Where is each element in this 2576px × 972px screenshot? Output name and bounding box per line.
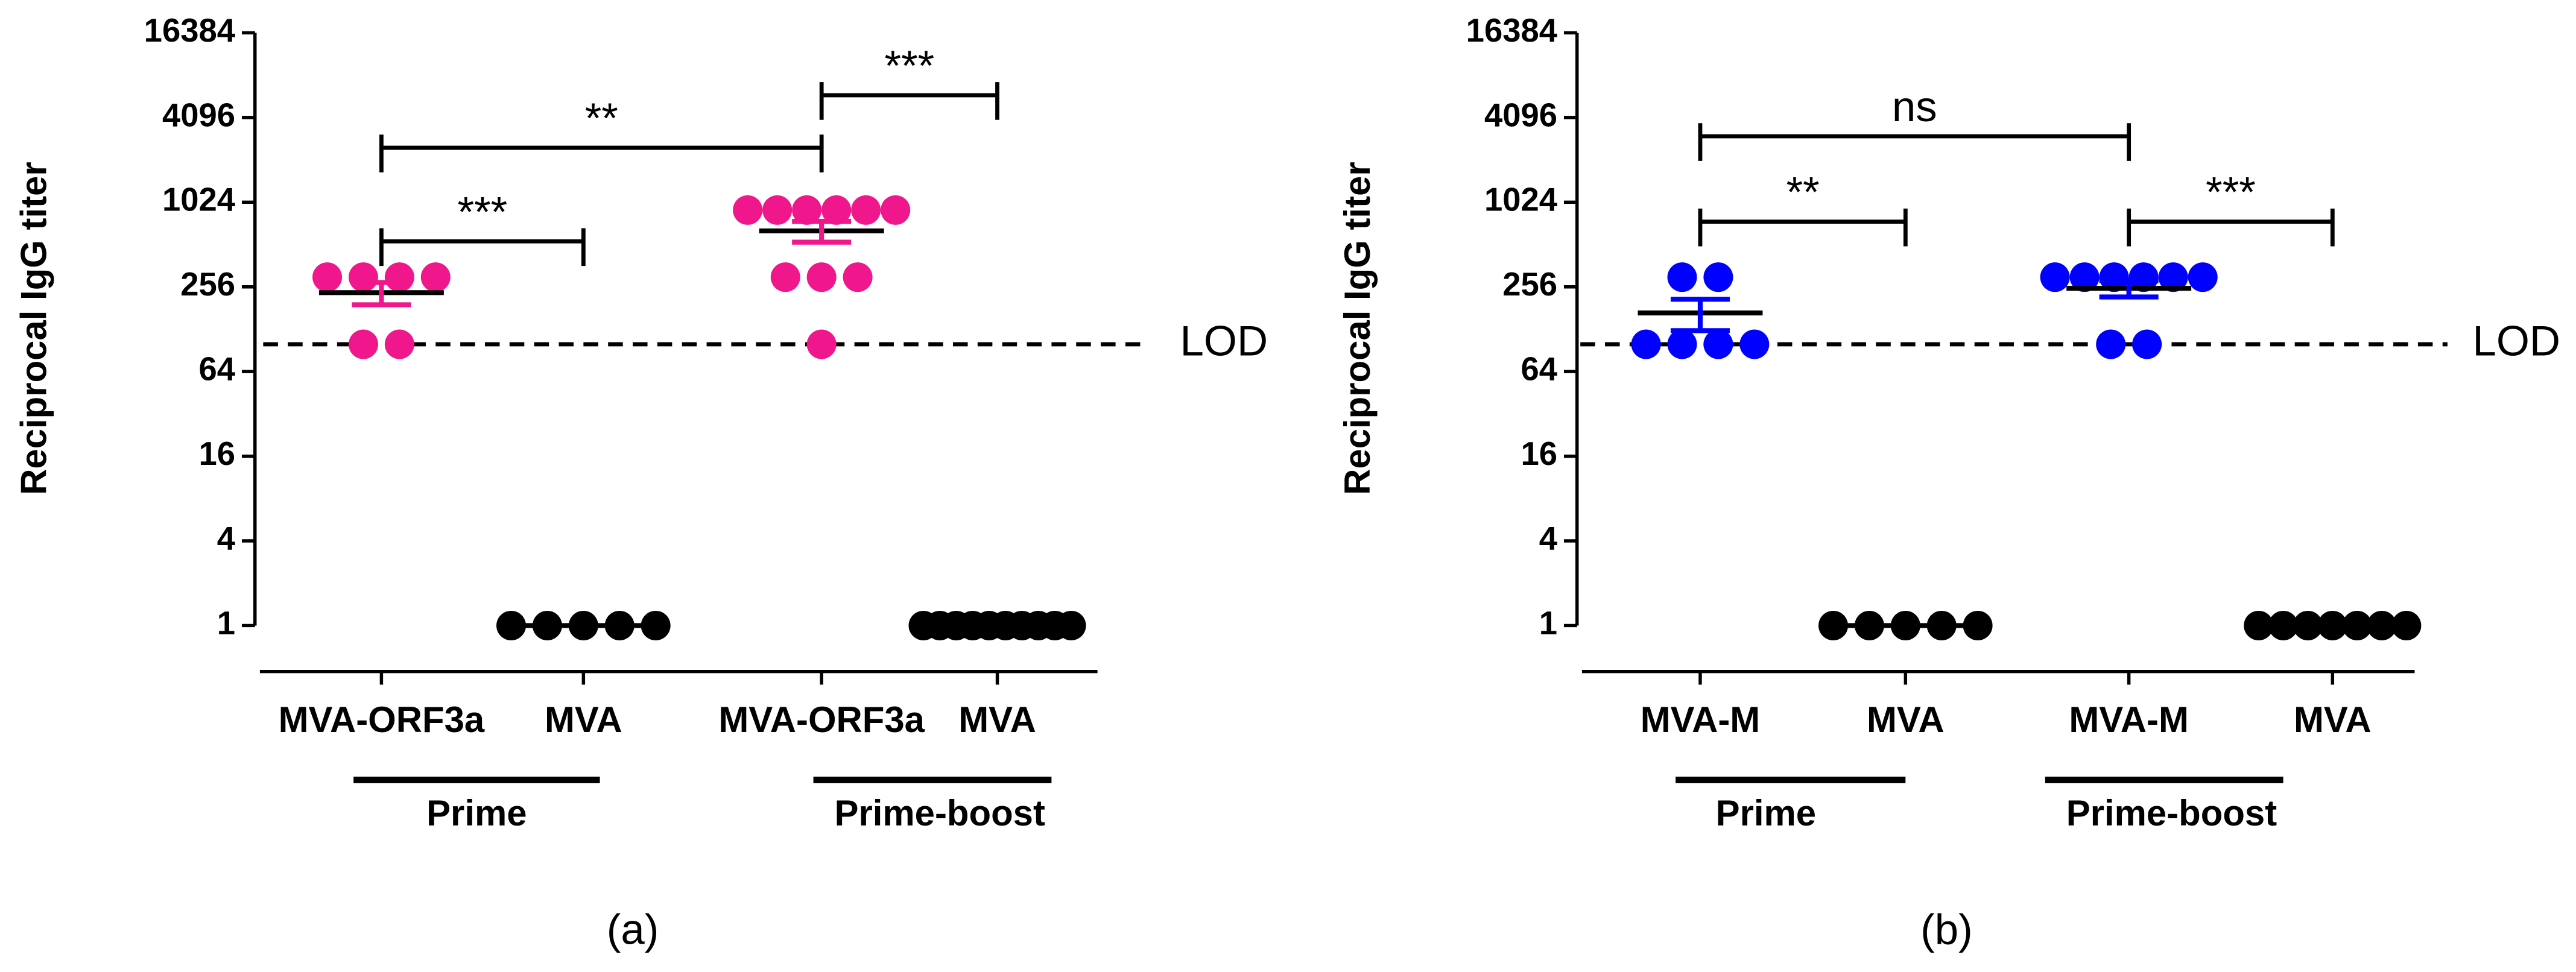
y-tick-label: 256: [1502, 266, 1557, 303]
data-point: [806, 329, 837, 359]
sem-bar: [2099, 278, 2159, 300]
data-point: [821, 195, 852, 225]
data-point: [2244, 610, 2274, 640]
significance-bracket: [379, 228, 586, 267]
y-tick-label: 16384: [1466, 12, 1557, 49]
data-point: [312, 262, 343, 292]
sem-bar: [792, 219, 852, 245]
x-tick-label: MVA-ORF3a: [279, 699, 485, 740]
data-point: [2040, 262, 2070, 292]
x-tick-label: MVA-ORF3a: [718, 699, 925, 740]
data-point: [384, 329, 414, 359]
y-tick-label: 1024: [162, 181, 235, 218]
x-tick-label: MVA: [958, 699, 1036, 740]
group-label: Prime-boost: [2066, 793, 2277, 833]
y-tick-label: 1024: [1484, 181, 1557, 218]
data-point: [792, 195, 822, 225]
y-tick-label: 4: [1539, 520, 1557, 557]
sem-bar: [352, 280, 411, 308]
data-point: [1703, 329, 1733, 359]
data-point: [1818, 610, 1849, 640]
group-label: Prime: [426, 793, 527, 833]
data-point: [851, 195, 881, 225]
y-tick-label: 1: [1539, 605, 1557, 642]
y-tick-label: 1: [217, 605, 235, 642]
data-point: [806, 262, 837, 292]
x-tick-label: MVA-M: [2069, 699, 2188, 740]
y-tick-label: 4096: [162, 96, 235, 133]
data-point: [641, 610, 671, 640]
data-point: [2132, 329, 2162, 359]
data-point: [384, 262, 414, 292]
data-point: [762, 195, 793, 225]
data-point: [496, 610, 527, 640]
y-tick-label: 64: [199, 351, 236, 388]
data-point: [420, 262, 451, 292]
data-point: [2391, 610, 2422, 640]
data-point: [1667, 262, 1697, 292]
significance-label: ns: [1892, 83, 1937, 131]
data-point: [2188, 262, 2218, 292]
data-point: [348, 329, 378, 359]
data-point: [770, 262, 800, 292]
y-tick-label: 64: [1521, 351, 1558, 388]
data-point: [348, 262, 378, 292]
y-axis-label: Reciprocal IgG titer: [13, 162, 54, 494]
significance-bracket: [379, 134, 824, 172]
data-point: [2128, 262, 2159, 292]
data-point: [1056, 610, 1086, 640]
data-point: [2069, 262, 2100, 292]
data-point: [1739, 329, 1770, 359]
group-label: Prime-boost: [835, 793, 1045, 833]
lod-label: LOD: [2473, 318, 2561, 365]
y-tick-label: 256: [180, 266, 235, 303]
panel-label: (b): [1920, 906, 1973, 953]
data-point: [2099, 262, 2129, 292]
significance-bracket: [1698, 208, 1908, 247]
lod-label: LOD: [1180, 318, 1268, 365]
y-tick-label: 4: [217, 520, 235, 557]
significance-bracket: [2127, 208, 2335, 247]
significance-bracket: [1698, 123, 2131, 161]
panel-label: (a): [607, 906, 659, 953]
data-point: [2096, 329, 2126, 359]
significance-bracket: [819, 82, 999, 120]
data-point: [1703, 262, 1733, 292]
data-point: [1631, 329, 1661, 359]
significance-label: ***: [885, 42, 935, 90]
x-tick-label: MVA: [545, 699, 622, 740]
data-point: [733, 195, 763, 225]
x-tick-label: MVA: [2294, 699, 2372, 740]
y-tick-label: 16384: [144, 12, 235, 49]
sem-bar: [1670, 297, 1730, 333]
significance-label: ***: [458, 188, 508, 236]
data-point: [843, 262, 873, 292]
data-point: [1963, 610, 1993, 640]
y-axis-label: Reciprocal IgG titer: [1337, 162, 1378, 494]
data-point: [2158, 262, 2188, 292]
significance-label: ***: [2206, 169, 2256, 216]
y-tick-label: 16: [199, 435, 236, 472]
group-label: Prime: [1716, 793, 1816, 833]
data-point: [881, 195, 911, 225]
significance-label: **: [585, 95, 618, 142]
x-tick-label: MVA-M: [1641, 699, 1760, 740]
y-tick-label: 4096: [1484, 96, 1557, 133]
y-tick-label: 16: [1521, 435, 1558, 472]
data-point: [1667, 329, 1697, 359]
x-tick-label: MVA: [1867, 699, 1945, 740]
significance-label: **: [1786, 169, 1820, 216]
